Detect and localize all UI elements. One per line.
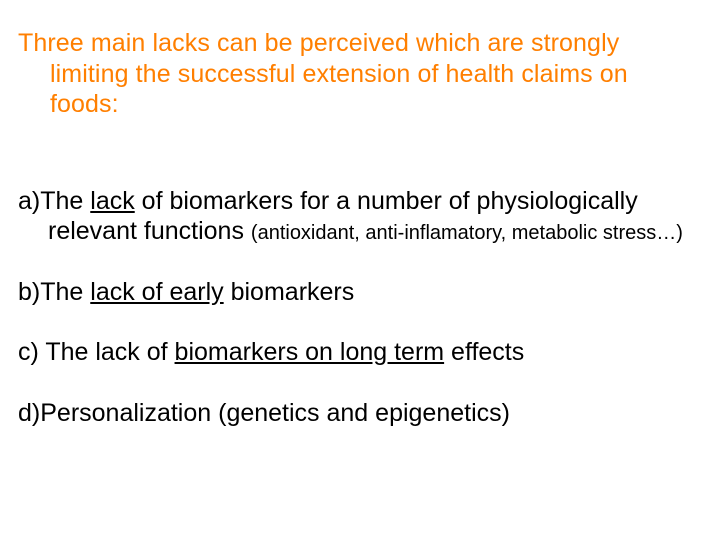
item-b-pre: The xyxy=(40,278,90,306)
item-a-underlined: lack xyxy=(90,187,134,215)
intro-line2-3: limiting the successful extension of hea… xyxy=(18,59,702,120)
intro-line2: limiting the successful extension of hea… xyxy=(50,60,628,88)
item-a-pre: The xyxy=(40,187,90,215)
item-a-line2-small: (antioxidant, anti-inflamatory, metaboli… xyxy=(251,222,683,244)
item-c: c) The lack of biomarkers on long term e… xyxy=(18,337,702,368)
item-a: a)The lack of biomarkers for a number of… xyxy=(18,186,702,247)
item-a-prefix: a) xyxy=(18,187,40,215)
intro-line3: foods: xyxy=(50,90,119,118)
item-b-underlined: lack of early xyxy=(90,278,223,306)
item-c-pre: The lack of xyxy=(39,338,175,366)
slide: Three main lacks can be perceived which … xyxy=(0,0,720,540)
item-a-post: of biomarkers for a number of physiologi… xyxy=(135,187,638,215)
item-d-prefix: d) xyxy=(18,399,40,427)
item-b-prefix: b) xyxy=(18,278,40,306)
item-c-underlined: biomarkers on long term xyxy=(175,338,445,366)
item-b: b)The lack of early biomarkers xyxy=(18,277,702,308)
item-c-post: effects xyxy=(444,338,524,366)
item-b-post: biomarkers xyxy=(224,278,355,306)
item-a-line2: relevant functions (antioxidant, anti-in… xyxy=(18,216,702,247)
item-a-line2-plain: relevant functions xyxy=(48,217,251,245)
item-c-prefix: c) xyxy=(18,338,39,366)
intro-line1: Three main lacks can be perceived which … xyxy=(18,29,619,57)
item-d: d)Personalization (genetics and epigenet… xyxy=(18,398,702,429)
intro-paragraph: Three main lacks can be perceived which … xyxy=(18,28,702,120)
item-d-text: Personalization (genetics and epigenetic… xyxy=(40,399,510,427)
